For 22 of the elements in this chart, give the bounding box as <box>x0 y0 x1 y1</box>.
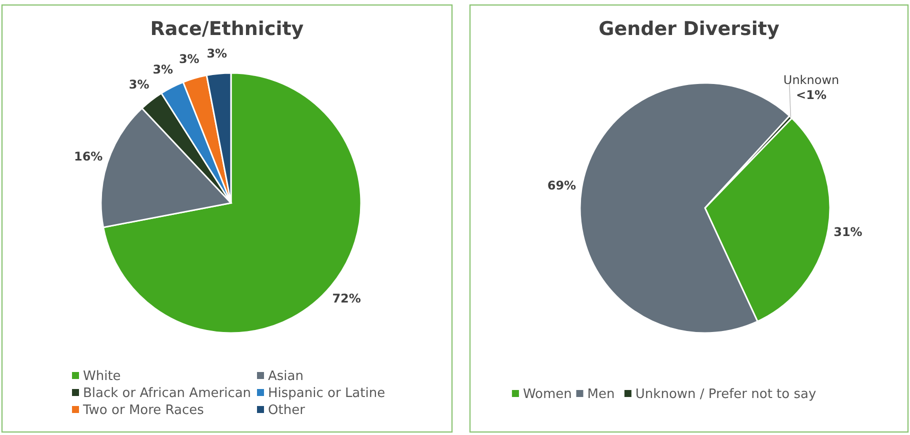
chart-title: Gender Diversity <box>598 18 780 40</box>
data-label: <1% <box>796 88 826 102</box>
legend-label: Asian <box>268 369 304 384</box>
chart-title: Race/Ethnicity <box>150 18 304 40</box>
legend-label: Two or More Races <box>82 403 204 418</box>
legend-label: Unknown / Prefer not to say <box>635 387 816 402</box>
legend-label: Men <box>587 387 615 402</box>
data-label: 31% <box>834 225 862 240</box>
data-label: 3% <box>128 77 150 92</box>
text: Unknown <box>783 73 840 88</box>
data-label: 3% <box>178 52 200 66</box>
pie-slice <box>102 72 362 334</box>
data-label: 69% <box>547 178 576 193</box>
legend-label: Hispanic or Latine <box>268 386 386 401</box>
legend-label: Black or African American <box>83 386 252 401</box>
data-label: 72% <box>332 292 361 306</box>
legend-label: Other <box>268 403 306 418</box>
legend-label: White <box>83 369 121 384</box>
data-label: 16% <box>74 150 103 164</box>
data-label: 3% <box>206 46 228 61</box>
data-label: 3% <box>152 62 174 76</box>
legend-label: Women <box>522 387 572 402</box>
